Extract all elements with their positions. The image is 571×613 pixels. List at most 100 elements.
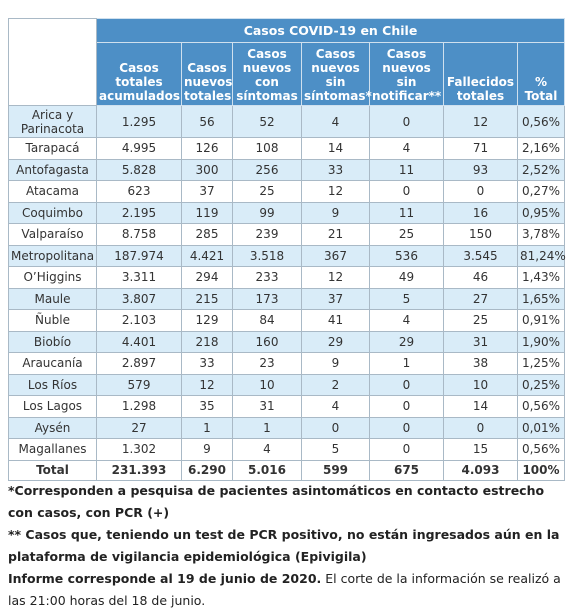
value-cell: 5 [301,438,370,461]
column-header: Casos totales acumulados [96,42,182,106]
column-header: Casos nuevos totales [181,42,233,106]
value-cell: 367 [301,244,370,267]
covid-table: Casos COVID-19 en Chile Casos totales ac… [8,18,566,481]
value-cell: 35 [181,395,233,418]
row: Araucanía 2.897 33 23 9 1 38 1,25% [8,352,565,375]
region-cell: Los Ríos [8,373,97,396]
value-cell: 1,25% [517,352,565,375]
total-cell: 100% [517,459,565,481]
region-cell: Arica y Parinacota [8,105,97,138]
value-cell: 0 [369,105,444,138]
total-cell: 231.393 [96,459,182,481]
corner-cell [8,18,97,106]
value-cell: 3.518 [232,244,302,267]
note: ** Casos que, teniendo un test de PCR po… [8,527,560,564]
value-cell: 2,52% [517,158,565,181]
value-cell: 4.995 [96,137,182,160]
value-cell: 285 [181,223,233,246]
value-cell: 9 [301,352,370,375]
value-cell: 38 [443,352,518,375]
total-cell: 4.093 [443,459,518,481]
region-cell: Antofagasta [8,158,97,181]
row: Magallanes 1.302 9 4 5 0 15 0,56% [8,438,565,461]
total-cell: 5.016 [232,459,302,481]
footer: Informe corresponde al 19 de junio de 20… [8,568,564,612]
value-cell: 2.897 [96,352,182,375]
value-cell: 10 [443,373,518,396]
region-cell: Coquimbo [8,201,97,224]
value-cell: 29 [301,330,370,353]
value-cell: 1 [232,416,302,439]
value-cell: 31 [443,330,518,353]
note: *Corresponden a pesquisa de pacientes as… [8,483,545,520]
notes: *Corresponden a pesquisa de pacientes as… [8,480,564,612]
value-cell: 126 [181,137,233,160]
value-cell: 294 [181,266,233,289]
value-cell: 4.421 [181,244,233,267]
value-cell: 215 [181,287,233,310]
value-cell: 4 [301,395,370,418]
row: Arica y Parinacota 1.295 56 52 4 0 12 0,56% [8,105,565,138]
value-cell: 536 [369,244,444,267]
value-cell: 1 [181,416,233,439]
value-cell: 1,65% [517,287,565,310]
row: Coquimbo 2.195 119 99 9 11 16 0,95% [8,201,565,224]
value-cell: 84 [232,309,302,332]
value-cell: 2,16% [517,137,565,160]
value-cell: 4 [301,105,370,138]
total-cell: 599 [301,459,370,481]
value-cell: 11 [369,158,444,181]
region-cell: Maule [8,287,97,310]
value-cell: 8.758 [96,223,182,246]
table-container: Casos COVID-19 en Chile Casos totales ac… [8,18,566,481]
value-cell: 119 [181,201,233,224]
value-cell: 300 [181,158,233,181]
value-cell: 0 [369,180,444,203]
value-cell: 99 [232,201,302,224]
value-cell: 12 [301,180,370,203]
value-cell: 623 [96,180,182,203]
value-cell: 37 [181,180,233,203]
value-cell: 25 [232,180,302,203]
table-title: Casos COVID-19 en Chile [96,18,565,43]
row: Aysén 27 1 1 0 0 0 0,01% [8,416,565,439]
row: Los Ríos 579 12 10 2 0 10 0,25% [8,373,565,396]
value-cell: 1,90% [517,330,565,353]
value-cell: 150 [443,223,518,246]
total-row: Total 231.393 6.290 5.016 599 675 4.093 100% [8,459,565,481]
row: Los Lagos 1.298 35 31 4 0 14 0,56% [8,395,565,418]
value-cell: 218 [181,330,233,353]
region-cell: Aysén [8,416,97,439]
value-cell: 233 [232,266,302,289]
value-cell: 1 [369,352,444,375]
value-cell: 4 [369,137,444,160]
value-cell: 15 [443,438,518,461]
value-cell: 187.974 [96,244,182,267]
value-cell: 56 [181,105,233,138]
row: Ñuble 2.103 129 84 41 4 25 0,91% [8,309,565,332]
region-cell: O’Higgins [8,266,97,289]
value-cell: 2.103 [96,309,182,332]
value-cell: 33 [181,352,233,375]
value-cell: 10 [232,373,302,396]
column-header: Casos nuevos sin síntomas* [301,42,372,106]
value-cell: 5.828 [96,158,182,181]
column-header: % Total [517,42,565,106]
value-cell: 0 [301,416,370,439]
region-cell: Tarapacá [8,137,97,160]
region-cell: Los Lagos [8,395,97,418]
value-cell: 0,01% [517,416,565,439]
value-cell: 2 [301,373,370,396]
value-cell: 9 [181,438,233,461]
row: O’Higgins 3.311 294 233 12 49 46 1,43% [8,266,565,289]
value-cell: 0,27% [517,180,565,203]
region-cell: Araucanía [8,352,97,375]
value-cell: 29 [369,330,444,353]
row: Metropolitana 187.974 4.421 3.518 367 536 3.54… [8,244,566,267]
value-cell: 1.302 [96,438,182,461]
region-cell: Ñuble [8,309,97,332]
value-cell: 2.195 [96,201,182,224]
value-cell: 0 [369,416,444,439]
row: Valparaíso 8.758 285 239 21 25 150 3,78% [8,223,565,246]
